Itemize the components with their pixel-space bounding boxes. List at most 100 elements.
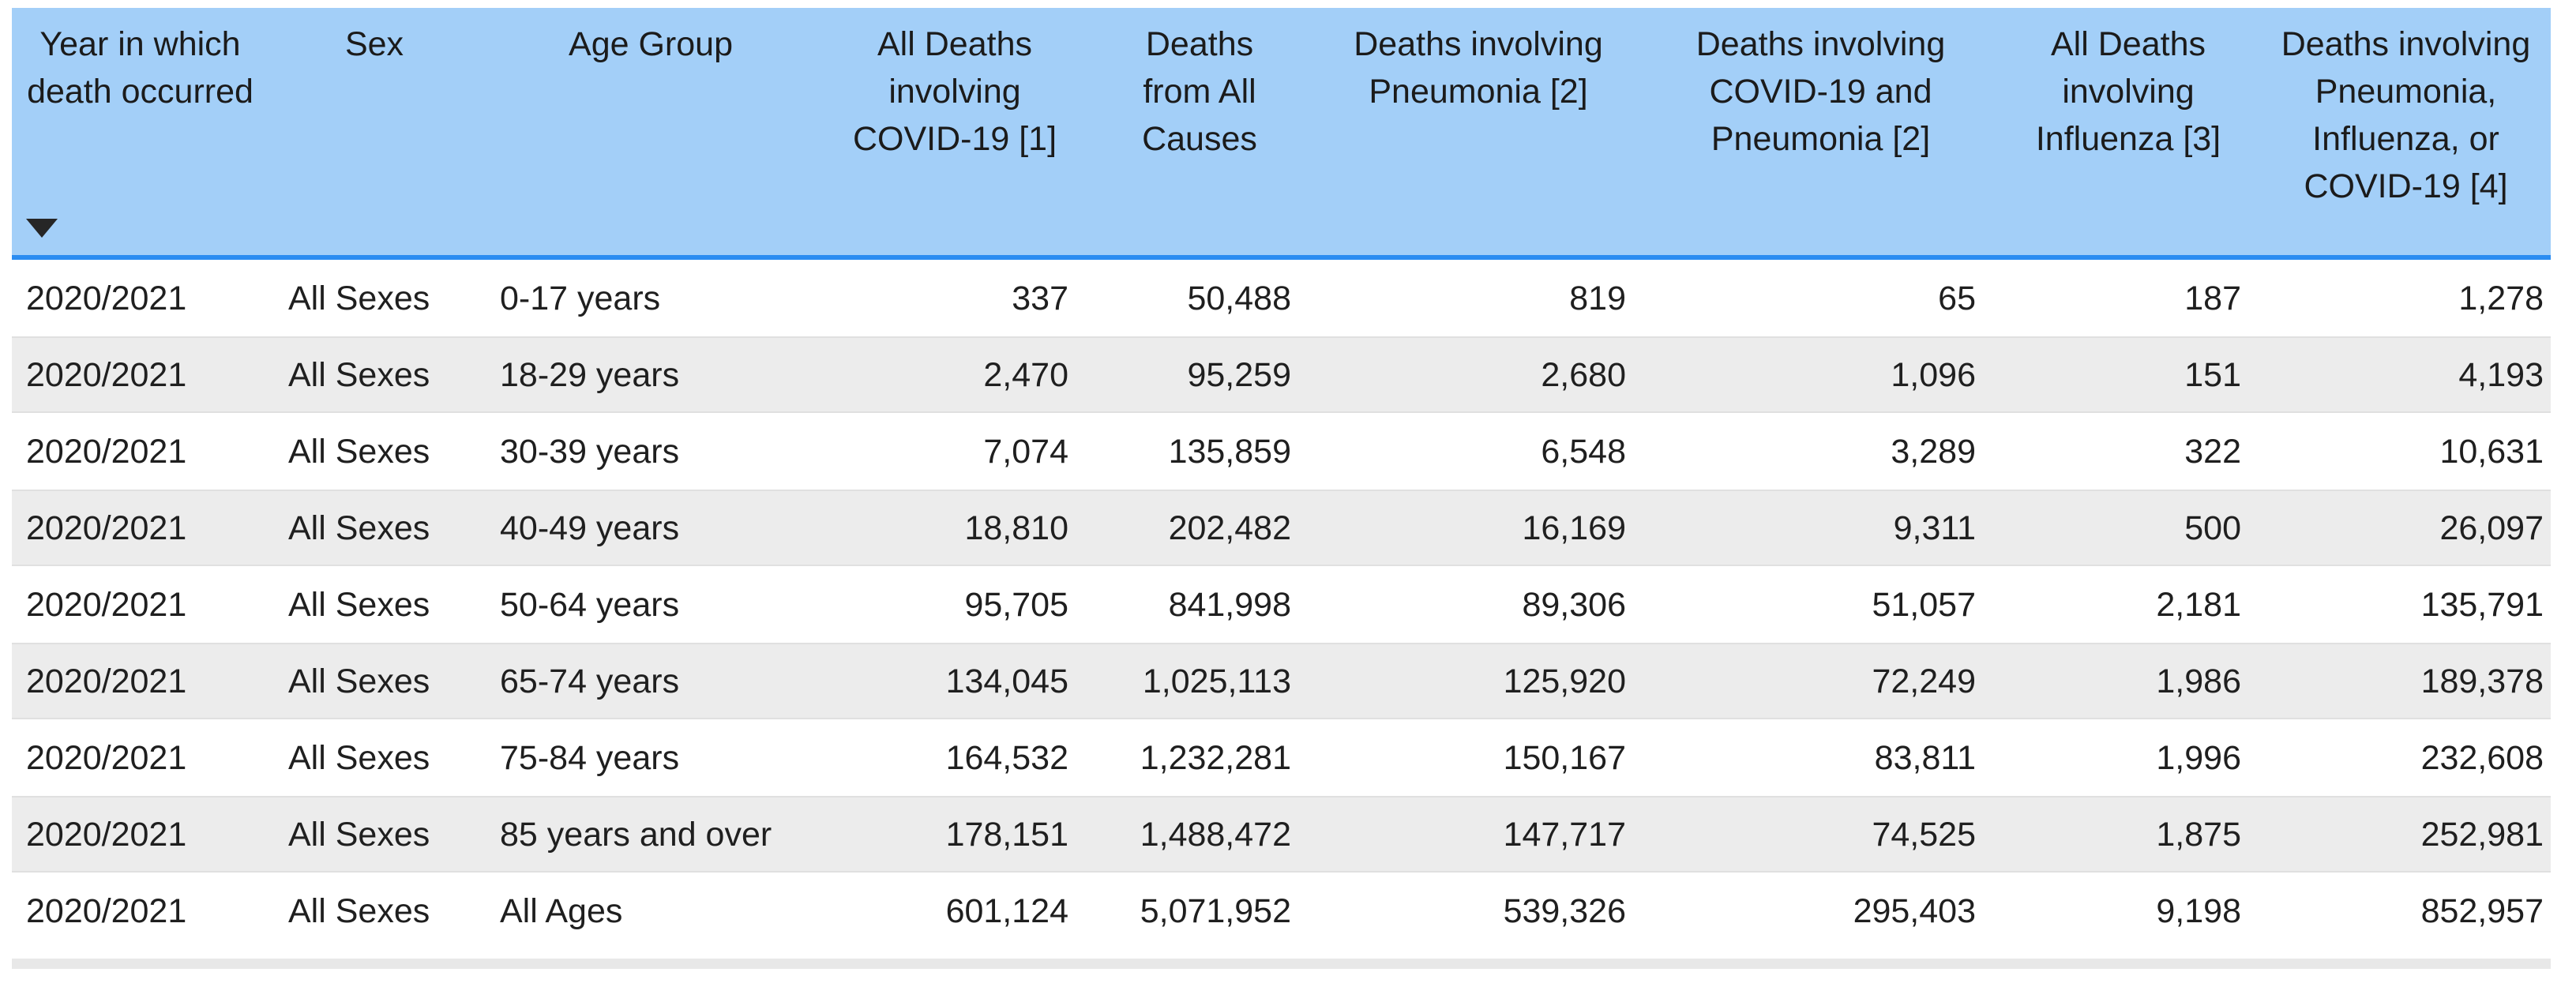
column-header-pneumonia[interactable]: Deaths involving Pneumonia [2] — [1311, 8, 1646, 255]
column-header-influenza[interactable]: All Deaths involving Influenza [3] — [1996, 8, 2261, 255]
table-cell: 539,326 — [1503, 891, 1626, 930]
table-cell: 500 — [2184, 509, 2241, 547]
table-cell: 2020/2021 — [26, 279, 187, 317]
table-row: 2020/2021 All Sexes 18-29 years 2,470 95,259… — [12, 336, 2551, 413]
table-cell: 89,306 — [1522, 585, 1626, 624]
table-cell: 65 — [1938, 279, 1976, 317]
table-cell: 819 — [1569, 279, 1626, 317]
column-header-label: Deaths involving COVID-19 and Pneumonia … — [1695, 25, 1946, 158]
table-cell: 322 — [2184, 432, 2241, 471]
column-header-covid-deaths[interactable]: All Deaths involving COVID-19 [1] — [821, 8, 1088, 255]
table-cell: 1,025,113 — [1142, 662, 1291, 700]
table-cell: 95,259 — [1187, 355, 1291, 394]
column-header-covid-and-pneumonia[interactable]: Deaths involving COVID-19 and Pneumonia … — [1646, 8, 1996, 255]
table-cell: 2020/2021 — [26, 585, 187, 624]
table-cell: 18-29 years — [500, 355, 680, 394]
table-cell: 187 — [2184, 279, 2241, 317]
table-cell: 1,875 — [2156, 815, 2241, 854]
table-cell: 74,525 — [1872, 815, 1976, 854]
table-cell: 295,403 — [1853, 891, 1976, 930]
table-cell: All Sexes — [288, 432, 430, 471]
table-cell: 2,181 — [2156, 585, 2241, 624]
column-header-sex[interactable]: Sex — [268, 8, 480, 255]
table-cell: 1,996 — [2156, 738, 2241, 777]
table-cell: 202,482 — [1168, 509, 1291, 547]
table-cell: 7,074 — [983, 432, 1068, 471]
table-cell: 10,631 — [2439, 432, 2544, 471]
column-header-pneumonia-influenza-covid[interactable]: Deaths involving Pneumonia, Influenza, o… — [2261, 8, 2551, 255]
column-header-age-group[interactable]: Age Group — [480, 8, 821, 255]
table-cell: 135,791 — [2420, 585, 2544, 624]
table-cell: 9,198 — [2156, 891, 2241, 930]
table-cell: 2020/2021 — [26, 662, 187, 700]
table-cell: 337 — [1012, 279, 1068, 317]
table-cell: 83,811 — [1874, 738, 1976, 777]
sort-descending-icon[interactable] — [26, 219, 58, 238]
column-header-label: Year in which death occurred — [27, 25, 253, 111]
table-cell: All Sexes — [288, 355, 430, 394]
table-row: 2020/2021 All Sexes 50-64 years 95,705 841,9… — [12, 566, 2551, 643]
table-cell: 95,705 — [964, 585, 1068, 624]
table-cell: 1,232,281 — [1140, 738, 1291, 777]
table-cell: 65-74 years — [500, 662, 680, 700]
table-body: 2020/2021 All Sexes 0-17 years 337 50,488 819… — [12, 260, 2551, 949]
table-cell: 4,193 — [2458, 355, 2544, 394]
table-cell: All Ages — [500, 891, 623, 930]
table-cell: 3,289 — [1891, 432, 1976, 471]
column-header-label: Age Group — [569, 25, 733, 63]
column-header-label: Deaths involving Pneumonia [2] — [1354, 25, 1603, 111]
table-cell: 16,169 — [1522, 509, 1626, 547]
table-cell: 85 years and over — [500, 815, 772, 854]
table-cell: 30-39 years — [500, 432, 680, 471]
table-cell: 841,998 — [1168, 585, 1291, 624]
table-cell: 1,096 — [1891, 355, 1976, 394]
column-header-label: Sex — [344, 25, 404, 63]
table-cell: 178,151 — [945, 815, 1068, 854]
table-cell: 852,957 — [2420, 891, 2544, 930]
table-row: 2020/2021 All Sexes All Ages 601,124 5,071,9… — [12, 873, 2551, 949]
column-header-label: All Deaths involving Influenza [3] — [2035, 25, 2221, 158]
table-cell: 2020/2021 — [26, 509, 187, 547]
column-header-all-causes[interactable]: Deaths from All Causes — [1088, 8, 1311, 255]
table-row: 2020/2021 All Sexes 30-39 years 7,074 135,85… — [12, 413, 2551, 490]
table-cell: 2020/2021 — [26, 432, 187, 471]
table-cell: All Sexes — [288, 738, 430, 777]
table-cell: All Sexes — [288, 891, 430, 930]
table-row: 2020/2021 All Sexes 85 years and over 178,1… — [12, 796, 2551, 873]
column-header-label: All Deaths involving COVID-19 [1] — [852, 25, 1057, 158]
column-header-label: Deaths involving Pneumonia, Influenza, o… — [2281, 25, 2531, 205]
table-cell: 18,810 — [964, 509, 1068, 547]
table-cell: 164,532 — [945, 738, 1068, 777]
table-cell: 125,920 — [1503, 662, 1626, 700]
table-cell: 75-84 years — [500, 738, 680, 777]
table-cell: 151 — [2184, 355, 2241, 394]
table-cell: 26,097 — [2439, 509, 2544, 547]
column-header-label: Deaths from All Causes — [1142, 25, 1257, 158]
table-cell: All Sexes — [288, 279, 430, 317]
table-cell: 252,981 — [2420, 815, 2544, 854]
table-cell: All Sexes — [288, 585, 430, 624]
table-cell: 135,859 — [1168, 432, 1291, 471]
table-cell: 2020/2021 — [26, 355, 187, 394]
table-cell: All Sexes — [288, 509, 430, 547]
table-row: 2020/2021 All Sexes 65-74 years 134,045 1,02… — [12, 643, 2551, 719]
table-cell: 2,470 — [983, 355, 1068, 394]
table-cell: 6,548 — [1541, 432, 1626, 471]
table-cell: 2,680 — [1541, 355, 1626, 394]
table-cell: 2020/2021 — [26, 815, 187, 854]
table-cell: 40-49 years — [500, 509, 680, 547]
table-cell: All Sexes — [288, 815, 430, 854]
table-row: 2020/2021 All Sexes 0-17 years 337 50,488 819… — [12, 260, 2551, 336]
table-bottom-divider — [12, 959, 2551, 969]
table-cell: 50,488 — [1187, 279, 1291, 317]
table-cell: 9,311 — [1893, 509, 1976, 547]
table-cell: 189,378 — [2420, 662, 2544, 700]
table-cell: All Sexes — [288, 662, 430, 700]
table-cell: 72,249 — [1872, 662, 1976, 700]
table-cell: 5,071,952 — [1140, 891, 1291, 930]
column-header-year[interactable]: Year in which death occurred — [12, 8, 268, 255]
table-cell: 51,057 — [1872, 585, 1976, 624]
table-cell: 147,717 — [1503, 815, 1626, 854]
table-cell: 134,045 — [945, 662, 1068, 700]
table-cell: 1,986 — [2156, 662, 2241, 700]
